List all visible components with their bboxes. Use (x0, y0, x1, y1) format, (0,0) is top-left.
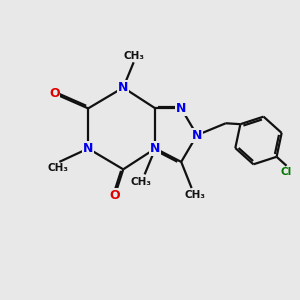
Text: O: O (49, 87, 60, 100)
Text: N: N (83, 142, 93, 155)
Text: CH₃: CH₃ (47, 164, 68, 173)
Text: N: N (176, 102, 186, 115)
Text: N: N (118, 81, 128, 94)
Text: CH₃: CH₃ (130, 177, 152, 187)
Text: CH₃: CH₃ (184, 190, 205, 200)
Text: N: N (150, 142, 161, 155)
Text: CH₃: CH₃ (123, 51, 144, 61)
Text: O: O (110, 189, 120, 202)
Text: N: N (192, 129, 202, 142)
Text: Cl: Cl (281, 167, 292, 177)
